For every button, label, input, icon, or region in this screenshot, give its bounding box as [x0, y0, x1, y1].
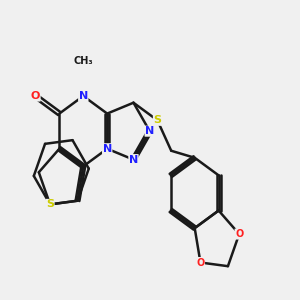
Text: O: O: [31, 91, 40, 101]
Text: S: S: [46, 200, 54, 209]
Text: N: N: [129, 154, 138, 165]
Text: S: S: [153, 115, 161, 125]
Text: O: O: [235, 229, 243, 239]
Text: N: N: [79, 91, 88, 101]
Text: N: N: [145, 126, 154, 136]
Text: CH₃: CH₃: [74, 56, 93, 66]
Text: N: N: [103, 144, 112, 154]
Text: O: O: [196, 257, 205, 268]
